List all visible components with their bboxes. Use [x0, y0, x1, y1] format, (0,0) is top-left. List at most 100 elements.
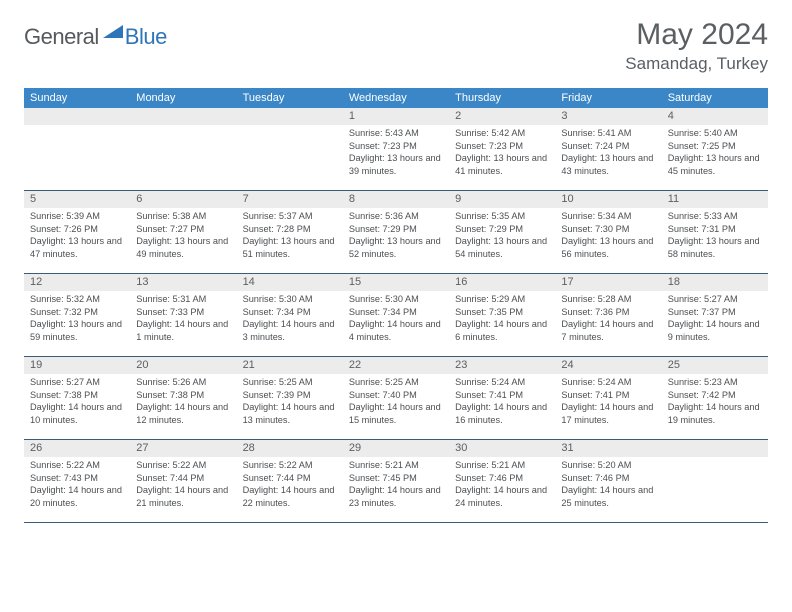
- day-number: [237, 108, 343, 125]
- day-number: 7: [237, 191, 343, 208]
- sunrise-text: Sunrise: 5:37 AM: [243, 210, 337, 223]
- week-row: 26Sunrise: 5:22 AMSunset: 7:43 PMDayligh…: [24, 440, 768, 523]
- sunset-text: Sunset: 7:29 PM: [455, 223, 549, 236]
- day-number: 12: [24, 274, 130, 291]
- daylight-text: Daylight: 14 hours and 6 minutes.: [455, 318, 549, 343]
- daylight-text: Daylight: 13 hours and 49 minutes.: [136, 235, 230, 260]
- day-body: Sunrise: 5:33 AMSunset: 7:31 PMDaylight:…: [662, 208, 768, 265]
- daylight-text: Daylight: 13 hours and 59 minutes.: [30, 318, 124, 343]
- week-row: 12Sunrise: 5:32 AMSunset: 7:32 PMDayligh…: [24, 274, 768, 357]
- day-number: 20: [130, 357, 236, 374]
- day-body: Sunrise: 5:25 AMSunset: 7:39 PMDaylight:…: [237, 374, 343, 431]
- days-of-week-row: SundayMondayTuesdayWednesdayThursdayFrid…: [24, 88, 768, 108]
- sunrise-text: Sunrise: 5:34 AM: [561, 210, 655, 223]
- sunset-text: Sunset: 7:28 PM: [243, 223, 337, 236]
- day-cell: 15Sunrise: 5:30 AMSunset: 7:34 PMDayligh…: [343, 274, 449, 356]
- day-cell: 21Sunrise: 5:25 AMSunset: 7:39 PMDayligh…: [237, 357, 343, 439]
- weeks-container: 1Sunrise: 5:43 AMSunset: 7:23 PMDaylight…: [24, 108, 768, 523]
- sunrise-text: Sunrise: 5:22 AM: [243, 459, 337, 472]
- sunset-text: Sunset: 7:41 PM: [561, 389, 655, 402]
- sunrise-text: Sunrise: 5:32 AM: [30, 293, 124, 306]
- day-number: 1: [343, 108, 449, 125]
- sunset-text: Sunset: 7:36 PM: [561, 306, 655, 319]
- day-cell: 19Sunrise: 5:27 AMSunset: 7:38 PMDayligh…: [24, 357, 130, 439]
- daylight-text: Daylight: 13 hours and 41 minutes.: [455, 152, 549, 177]
- sunset-text: Sunset: 7:43 PM: [30, 472, 124, 485]
- day-cell: 22Sunrise: 5:25 AMSunset: 7:40 PMDayligh…: [343, 357, 449, 439]
- daylight-text: Daylight: 14 hours and 3 minutes.: [243, 318, 337, 343]
- day-body: Sunrise: 5:27 AMSunset: 7:37 PMDaylight:…: [662, 291, 768, 348]
- daylight-text: Daylight: 14 hours and 15 minutes.: [349, 401, 443, 426]
- sunrise-text: Sunrise: 5:27 AM: [30, 376, 124, 389]
- day-cell: 18Sunrise: 5:27 AMSunset: 7:37 PMDayligh…: [662, 274, 768, 356]
- day-body: Sunrise: 5:24 AMSunset: 7:41 PMDaylight:…: [449, 374, 555, 431]
- daylight-text: Daylight: 14 hours and 1 minute.: [136, 318, 230, 343]
- day-body: Sunrise: 5:30 AMSunset: 7:34 PMDaylight:…: [237, 291, 343, 348]
- day-cell: 16Sunrise: 5:29 AMSunset: 7:35 PMDayligh…: [449, 274, 555, 356]
- day-number: 17: [555, 274, 661, 291]
- header: General Blue May 2024 Samandag, Turkey: [24, 18, 768, 74]
- daylight-text: Daylight: 14 hours and 16 minutes.: [455, 401, 549, 426]
- sunrise-text: Sunrise: 5:21 AM: [349, 459, 443, 472]
- day-number: 18: [662, 274, 768, 291]
- sunset-text: Sunset: 7:31 PM: [668, 223, 762, 236]
- sunrise-text: Sunrise: 5:33 AM: [668, 210, 762, 223]
- day-cell: 17Sunrise: 5:28 AMSunset: 7:36 PMDayligh…: [555, 274, 661, 356]
- day-body: Sunrise: 5:22 AMSunset: 7:44 PMDaylight:…: [130, 457, 236, 514]
- sunset-text: Sunset: 7:38 PM: [30, 389, 124, 402]
- day-cell: 28Sunrise: 5:22 AMSunset: 7:44 PMDayligh…: [237, 440, 343, 522]
- day-number: [130, 108, 236, 125]
- daylight-text: Daylight: 14 hours and 4 minutes.: [349, 318, 443, 343]
- sunset-text: Sunset: 7:41 PM: [455, 389, 549, 402]
- day-number: 23: [449, 357, 555, 374]
- day-number: 13: [130, 274, 236, 291]
- day-cell: 30Sunrise: 5:21 AMSunset: 7:46 PMDayligh…: [449, 440, 555, 522]
- day-number: 25: [662, 357, 768, 374]
- day-body: Sunrise: 5:30 AMSunset: 7:34 PMDaylight:…: [343, 291, 449, 348]
- day-body: Sunrise: 5:22 AMSunset: 7:43 PMDaylight:…: [24, 457, 130, 514]
- sunset-text: Sunset: 7:38 PM: [136, 389, 230, 402]
- sunrise-text: Sunrise: 5:40 AM: [668, 127, 762, 140]
- sunset-text: Sunset: 7:26 PM: [30, 223, 124, 236]
- sunset-text: Sunset: 7:44 PM: [243, 472, 337, 485]
- month-title: May 2024: [625, 18, 768, 52]
- day-body: Sunrise: 5:22 AMSunset: 7:44 PMDaylight:…: [237, 457, 343, 514]
- day-number: 28: [237, 440, 343, 457]
- dow-cell: Monday: [130, 88, 236, 108]
- day-body: Sunrise: 5:32 AMSunset: 7:32 PMDaylight:…: [24, 291, 130, 348]
- sunrise-text: Sunrise: 5:26 AM: [136, 376, 230, 389]
- dow-cell: Sunday: [24, 88, 130, 108]
- dow-cell: Wednesday: [343, 88, 449, 108]
- daylight-text: Daylight: 13 hours and 54 minutes.: [455, 235, 549, 260]
- daylight-text: Daylight: 14 hours and 12 minutes.: [136, 401, 230, 426]
- daylight-text: Daylight: 13 hours and 43 minutes.: [561, 152, 655, 177]
- title-block: May 2024 Samandag, Turkey: [625, 18, 768, 74]
- day-body: Sunrise: 5:24 AMSunset: 7:41 PMDaylight:…: [555, 374, 661, 431]
- sunset-text: Sunset: 7:25 PM: [668, 140, 762, 153]
- day-cell: 10Sunrise: 5:34 AMSunset: 7:30 PMDayligh…: [555, 191, 661, 273]
- day-cell: 14Sunrise: 5:30 AMSunset: 7:34 PMDayligh…: [237, 274, 343, 356]
- daylight-text: Daylight: 14 hours and 20 minutes.: [30, 484, 124, 509]
- sunset-text: Sunset: 7:34 PM: [349, 306, 443, 319]
- day-body: Sunrise: 5:29 AMSunset: 7:35 PMDaylight:…: [449, 291, 555, 348]
- sunset-text: Sunset: 7:46 PM: [455, 472, 549, 485]
- sunset-text: Sunset: 7:34 PM: [243, 306, 337, 319]
- day-number: 3: [555, 108, 661, 125]
- sunset-text: Sunset: 7:44 PM: [136, 472, 230, 485]
- sunrise-text: Sunrise: 5:29 AM: [455, 293, 549, 306]
- sunrise-text: Sunrise: 5:43 AM: [349, 127, 443, 140]
- day-cell: [130, 108, 236, 190]
- logo: General Blue: [24, 24, 167, 50]
- sunrise-text: Sunrise: 5:36 AM: [349, 210, 443, 223]
- daylight-text: Daylight: 14 hours and 25 minutes.: [561, 484, 655, 509]
- day-number: 5: [24, 191, 130, 208]
- sunset-text: Sunset: 7:24 PM: [561, 140, 655, 153]
- week-row: 1Sunrise: 5:43 AMSunset: 7:23 PMDaylight…: [24, 108, 768, 191]
- day-cell: 8Sunrise: 5:36 AMSunset: 7:29 PMDaylight…: [343, 191, 449, 273]
- day-body: Sunrise: 5:35 AMSunset: 7:29 PMDaylight:…: [449, 208, 555, 265]
- day-number: 31: [555, 440, 661, 457]
- day-number: 10: [555, 191, 661, 208]
- sunset-text: Sunset: 7:45 PM: [349, 472, 443, 485]
- sunrise-text: Sunrise: 5:30 AM: [243, 293, 337, 306]
- day-cell: 29Sunrise: 5:21 AMSunset: 7:45 PMDayligh…: [343, 440, 449, 522]
